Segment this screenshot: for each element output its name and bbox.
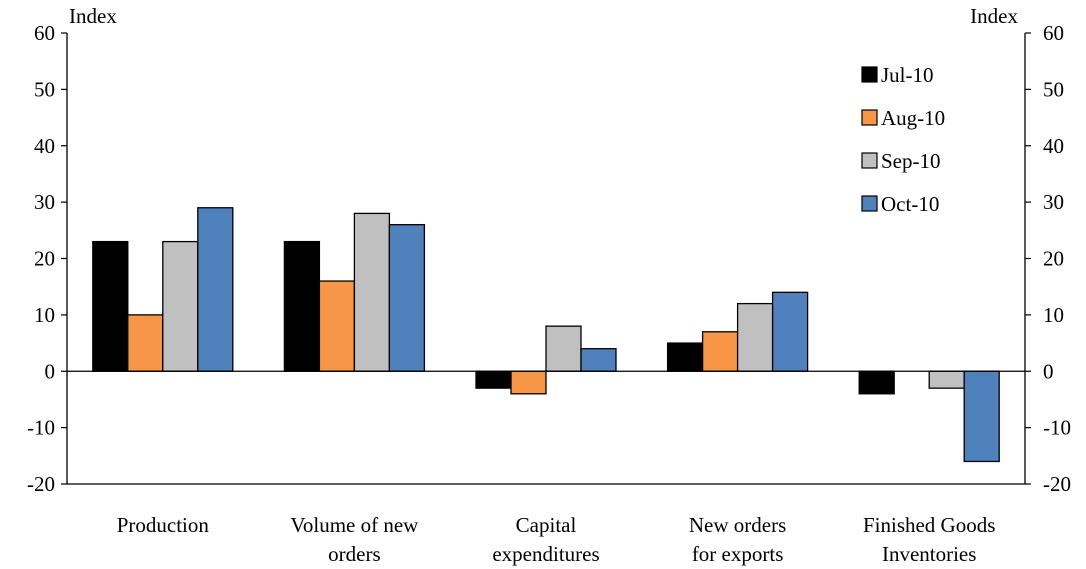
y-tick-label-left: 40 — [34, 134, 55, 158]
y-tick-label-right: 0 — [1043, 359, 1054, 383]
y-tick-label-left: 10 — [34, 303, 55, 327]
bar-aug-10-0 — [127, 314, 164, 372]
bar-sep-10-0 — [162, 240, 199, 372]
bar-sep-10-4 — [928, 370, 965, 389]
category-label: Production — [117, 513, 210, 537]
bar-aug-10-3 — [701, 331, 739, 372]
legend-label-aug-10: Aug-10 — [881, 106, 945, 130]
category-label: Inventories — [882, 542, 976, 566]
y-tick-label-left: -10 — [27, 416, 55, 440]
y-unit-left: Index — [69, 4, 117, 28]
y-tick-label-left: 0 — [45, 359, 56, 383]
category-label: Finished Goods — [863, 513, 995, 537]
y-tick-label-right: 50 — [1043, 77, 1064, 101]
bar-jul-10-4 — [858, 370, 895, 395]
y-tick-label-left: 20 — [34, 247, 55, 271]
legend-swatch-oct-10 — [861, 195, 878, 212]
bar-aug-10-2 — [510, 370, 547, 395]
bars — [67, 207, 1025, 463]
bar-oct-10-1 — [388, 224, 426, 372]
category-label: expenditures — [492, 542, 599, 566]
category-label: orders — [328, 542, 380, 566]
y-tick-label-right: 20 — [1043, 247, 1064, 271]
axes: -20 -20 -10 -10 0 0 10 10 20 20 30 30 40 40 50 50 60 60 In… — [27, 4, 1071, 496]
bar-oct-10-2 — [580, 348, 617, 372]
bar-aug-10-1 — [318, 280, 356, 372]
y-tick-label-right: 10 — [1043, 303, 1064, 327]
y-tick-label-right: -10 — [1043, 416, 1071, 440]
bar-sep-10-2 — [545, 325, 582, 372]
y-tick-label-left: 60 — [34, 21, 55, 45]
bar-oct-10-4 — [963, 370, 1000, 463]
bar-jul-10-1 — [283, 240, 321, 372]
bar-sep-10-3 — [736, 302, 774, 372]
y-tick-label-right: -20 — [1043, 472, 1071, 496]
y-unit-right: Index — [970, 4, 1018, 28]
bar-jul-10-0 — [92, 240, 129, 372]
category-labels: Production Volume of new orders Capital expe… — [117, 513, 996, 566]
bar-oct-10-3 — [771, 291, 809, 372]
category-label: Volume of new — [290, 513, 419, 537]
y-tick-label-left: 30 — [34, 190, 55, 214]
legend-label-jul-10: Jul-10 — [881, 63, 934, 87]
legend-swatch-aug-10 — [861, 109, 878, 126]
legend-label-oct-10: Oct-10 — [881, 192, 939, 216]
category-label: Capital — [516, 513, 577, 537]
y-tick-label-right: 40 — [1043, 134, 1064, 158]
bar-jul-10-3 — [666, 342, 704, 372]
y-tick-label-right: 60 — [1043, 21, 1064, 45]
bar-jul-10-2 — [475, 370, 512, 389]
y-tick-label-left: -20 — [27, 472, 55, 496]
bar-sep-10-1 — [353, 212, 391, 372]
y-tick-label-right: 30 — [1043, 190, 1064, 214]
y-tick-label-left: 50 — [34, 77, 55, 101]
legend-swatch-jul-10 — [861, 66, 878, 83]
category-label: New orders — [689, 513, 786, 537]
bar-oct-10-0 — [197, 207, 234, 372]
category-label: for exports — [692, 542, 784, 566]
legend-swatch-sep-10 — [861, 152, 878, 169]
legend: Jul-10 Aug-10 Sep-10 Oct-10 — [861, 63, 945, 216]
legend-label-sep-10: Sep-10 — [881, 149, 941, 173]
